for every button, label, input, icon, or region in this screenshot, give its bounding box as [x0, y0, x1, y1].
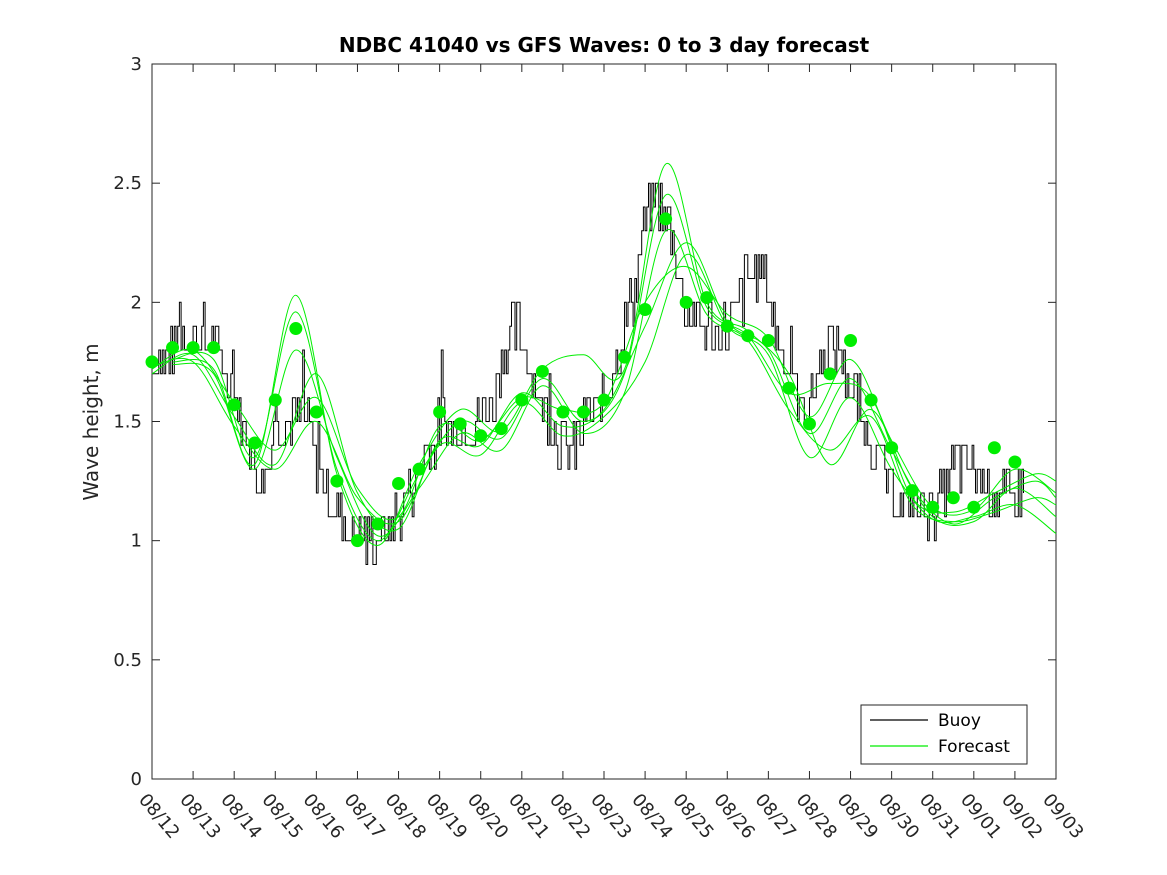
y-tick-label: 3: [131, 54, 142, 75]
forecast-point: [371, 517, 385, 531]
forecast-point: [289, 322, 303, 336]
forecast-run-line: [172, 228, 1057, 537]
y-tick-label: 1: [131, 531, 142, 552]
legend-forecast-label: Forecast: [938, 737, 1010, 757]
forecast-point: [186, 341, 200, 355]
forecast-point: [987, 441, 1001, 455]
forecast-point: [535, 364, 549, 378]
forecast-point: [248, 436, 262, 450]
forecast-point: [782, 381, 796, 395]
forecast-point: [844, 333, 858, 347]
forecast-run-line: [151, 254, 1057, 534]
y-tick-label: 0: [131, 769, 142, 790]
forecast-point: [864, 393, 878, 407]
forecast-point: [412, 462, 426, 476]
forecast-point: [802, 417, 816, 431]
forecast-point: [453, 417, 467, 431]
forecast-point: [474, 429, 488, 443]
chart-title: NDBC 41040 vs GFS Waves: 0 to 3 day fore…: [339, 33, 870, 57]
forecast-point: [967, 500, 981, 514]
forecast-point: [392, 476, 406, 490]
forecast-point: [515, 393, 529, 407]
forecast-run-line: [172, 163, 1057, 546]
forecast-point: [679, 295, 693, 309]
legend: Buoy Forecast: [860, 704, 1028, 765]
forecast-point: [905, 484, 919, 498]
forecast-point: [823, 367, 837, 381]
forecast-point: [885, 441, 899, 455]
forecast-point: [350, 534, 364, 548]
forecast-point: [433, 405, 447, 419]
forecast-point: [207, 341, 221, 355]
forecast-point: [494, 422, 508, 436]
forecast-point: [556, 405, 570, 419]
forecast-point: [227, 398, 241, 412]
y-tick-label: 2: [131, 292, 142, 313]
forecast-point: [618, 350, 632, 364]
legend-box: [860, 704, 1028, 765]
y-tick-label: 1.5: [113, 412, 142, 433]
forecast-point: [1008, 455, 1022, 469]
forecast-point: [638, 302, 652, 316]
forecast-point: [597, 393, 611, 407]
forecast-point: [946, 491, 960, 505]
forecast-point: [309, 405, 323, 419]
forecast-point: [576, 405, 590, 419]
forecast-point: [659, 212, 673, 226]
forecast-run-line: [172, 193, 1057, 542]
forecast-point: [145, 355, 159, 369]
forecast-point: [330, 474, 344, 488]
forecast-point: [268, 393, 282, 407]
forecast-point: [741, 329, 755, 343]
legend-buoy-label: Buoy: [938, 711, 981, 731]
forecast-point: [926, 500, 940, 514]
y-tick-label: 2.5: [113, 173, 142, 194]
y-tick-label: 0.5: [113, 650, 142, 671]
plot-area: 00.511.522.5308/1208/1308/1408/1508/1608…: [113, 54, 1087, 843]
forecast-point: [761, 333, 775, 347]
forecast-point: [166, 341, 180, 355]
forecast-point: [700, 291, 714, 305]
forecast-point: [720, 319, 734, 333]
axes-frame: [151, 63, 1057, 780]
y-axis-label: Wave height, m: [79, 343, 103, 500]
